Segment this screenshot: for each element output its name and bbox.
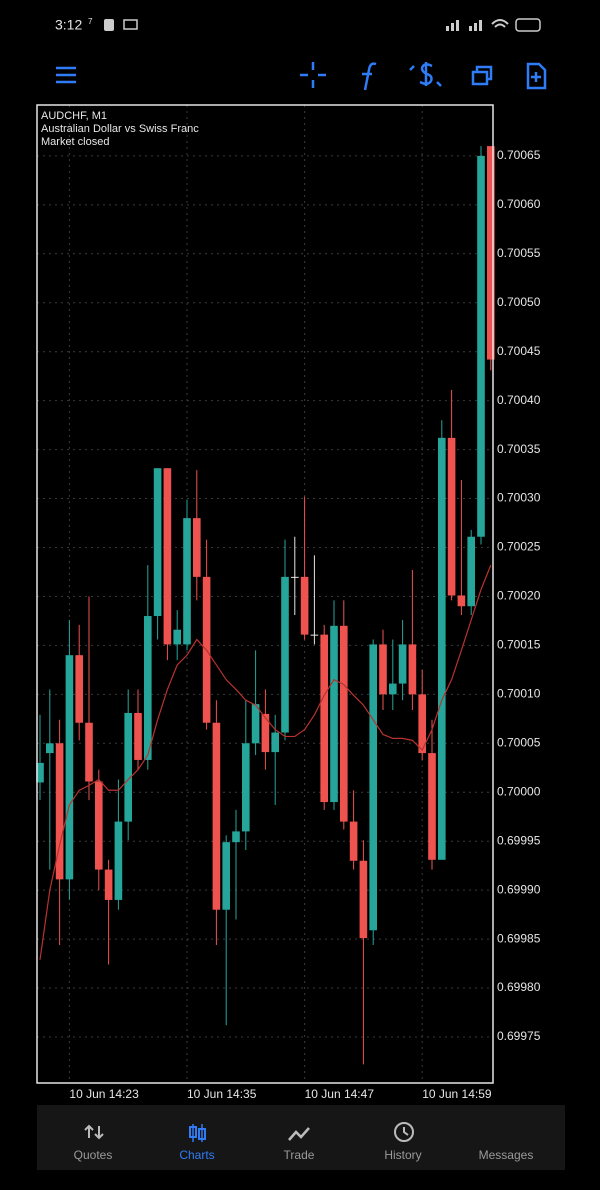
y-tick-label: 0.69985 <box>497 931 541 945</box>
candle-body <box>291 576 299 578</box>
candle-body <box>55 743 64 880</box>
x-tick-label: 10 Jun 14:47 <box>305 1087 375 1101</box>
nav-icons <box>84 1122 414 1142</box>
candle-body <box>222 842 230 910</box>
candle-body <box>144 616 152 760</box>
trade-button[interactable] <box>409 62 442 87</box>
candle-body <box>418 694 426 754</box>
market-status: Market closed <box>41 136 109 148</box>
y-tick-label: 0.70020 <box>497 589 541 603</box>
nav-labels: Quotes Charts Trade History Messages <box>74 1148 534 1162</box>
clock: 3:12 <box>55 17 82 33</box>
candle-body <box>457 595 466 607</box>
y-tick-label: 0.69995 <box>497 833 541 847</box>
nav-item[interactable]: Charts <box>179 1148 214 1162</box>
chart-title: AUDCHF, M1 <box>41 110 107 122</box>
candle-body <box>447 437 456 596</box>
indicators-button[interactable] <box>362 62 377 91</box>
candle-body <box>261 713 270 753</box>
candle-body <box>477 155 485 537</box>
y-tick-label: 0.70015 <box>497 638 541 652</box>
candle-body <box>104 869 113 900</box>
candle-body <box>300 576 309 635</box>
candle-body <box>46 743 54 754</box>
chart: 0.70065 0.70060 0.70055 0.70050 0.70045 0.700… <box>36 105 541 1101</box>
crosshair-button[interactable] <box>300 62 326 88</box>
candle-body <box>95 781 103 870</box>
status-icons <box>104 18 541 32</box>
candle-body <box>369 644 377 931</box>
y-tick-label: 0.70065 <box>497 148 541 162</box>
candle-body <box>281 576 289 733</box>
candle-body <box>438 437 446 860</box>
nav-item[interactable]: Trade <box>284 1148 315 1162</box>
candle-body <box>359 860 368 939</box>
candle-body <box>271 732 279 753</box>
candle-body <box>251 704 260 744</box>
candle-body <box>330 625 338 803</box>
candle-body <box>340 625 348 822</box>
nav-item[interactable]: History <box>384 1148 421 1162</box>
x-tick-label: 10 Jun 14:35 <box>187 1087 257 1101</box>
moving-average <box>39 564 492 960</box>
candle-body <box>408 644 417 695</box>
y-tick-label: 0.70010 <box>497 687 541 701</box>
y-tick-label: 0.70035 <box>497 442 541 456</box>
candle-body <box>389 683 397 695</box>
candle-body <box>379 644 387 695</box>
net-speed: 7 <box>88 17 93 26</box>
candle-body <box>428 753 436 860</box>
candle-body <box>85 722 93 782</box>
new-order-button[interactable] <box>526 62 547 90</box>
candle-body <box>183 518 191 645</box>
y-tick-label: 0.70000 <box>497 784 541 798</box>
candle-body <box>212 722 221 910</box>
candle-body <box>124 712 132 822</box>
candle-body <box>65 655 74 880</box>
candle-body <box>173 629 181 645</box>
y-tick-label: 0.70050 <box>497 295 541 309</box>
y-tick-label: 0.70005 <box>497 735 541 749</box>
candle-body <box>134 712 142 760</box>
candle-body <box>75 655 83 723</box>
candle-body <box>349 821 358 861</box>
candle-body <box>310 634 319 636</box>
y-tick-label: 0.69990 <box>497 882 541 896</box>
toolbar <box>56 62 547 91</box>
chart-frame <box>36 104 494 1084</box>
candle-body <box>398 644 407 684</box>
x-tick-label: 10 Jun 14:59 <box>422 1087 492 1101</box>
candle-body <box>487 146 495 360</box>
candle-body <box>242 743 250 832</box>
x-tick-label: 10 Jun 14:23 <box>69 1087 139 1101</box>
nav-item[interactable]: Messages <box>479 1148 534 1162</box>
y-tick-label: 0.70060 <box>497 197 541 211</box>
candle-body <box>193 518 201 577</box>
y-tick-label: 0.69975 <box>497 1029 541 1043</box>
chart-subtitle: Australian Dollar vs Swiss Franc <box>41 123 199 135</box>
candle-body <box>232 831 240 843</box>
nav-item[interactable]: Quotes <box>74 1148 113 1162</box>
windows-button[interactable] <box>471 65 493 86</box>
candle-body <box>320 634 328 803</box>
menu-button[interactable] <box>56 66 76 84</box>
candle-body <box>153 468 162 617</box>
candle-body <box>36 762 44 783</box>
y-tick-label: 0.70055 <box>497 246 541 260</box>
y-tick-label: 0.70040 <box>497 393 541 407</box>
y-tick-label: 0.70045 <box>497 344 541 358</box>
y-tick-label: 0.69980 <box>497 980 541 994</box>
candle-body <box>163 468 172 645</box>
y-tick-label: 0.70030 <box>497 491 541 505</box>
candle-body <box>467 536 475 607</box>
candle-body <box>114 821 123 900</box>
y-tick-label: 0.70025 <box>497 540 541 554</box>
